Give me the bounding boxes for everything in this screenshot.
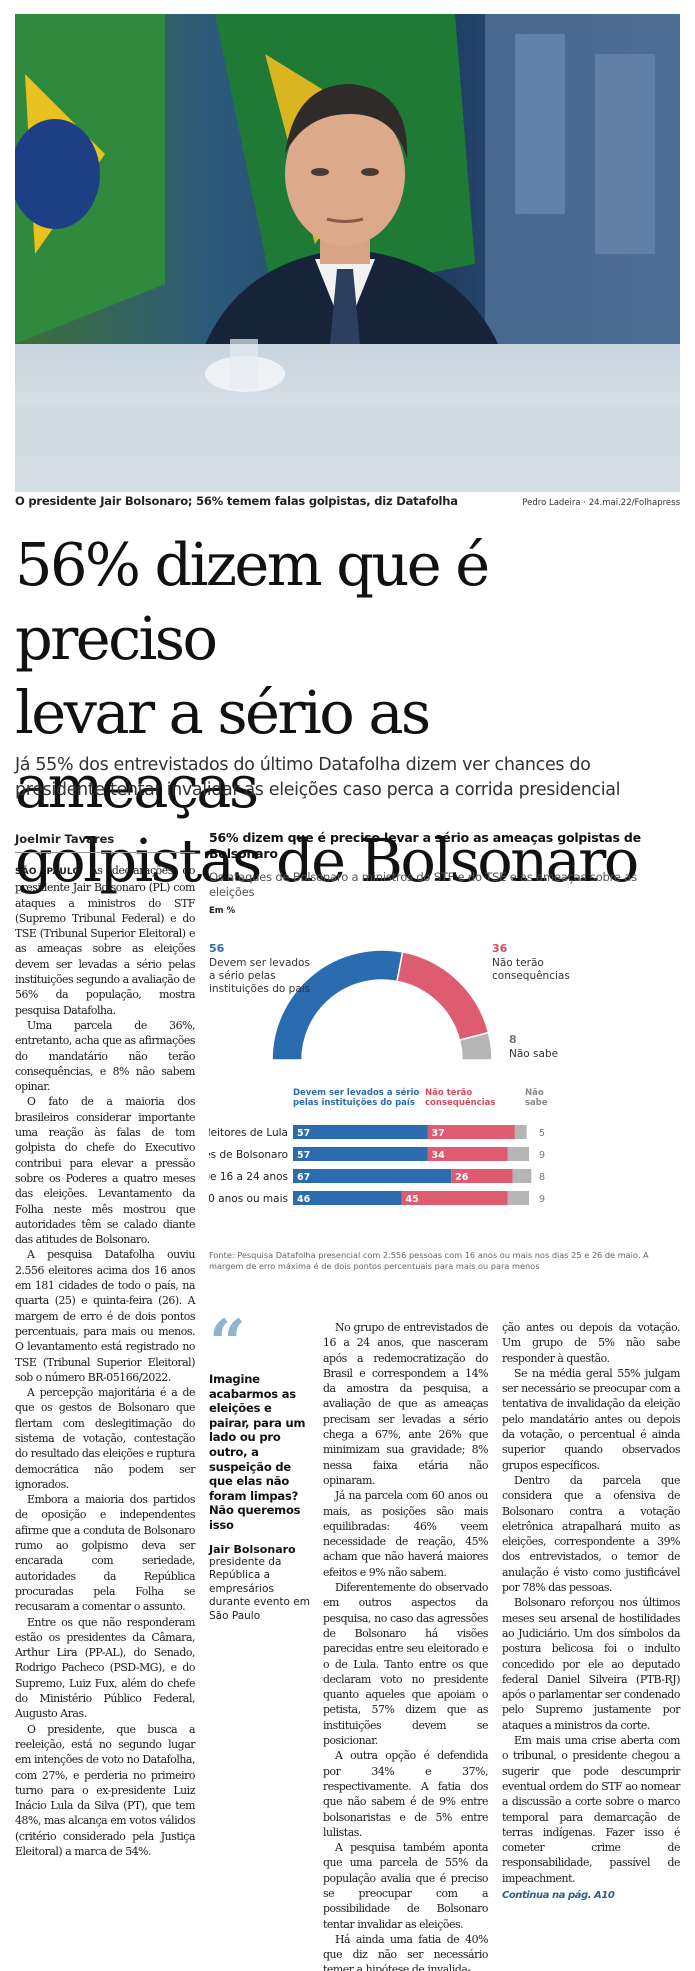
bar-value-label: 26 <box>455 1172 469 1183</box>
bar-segment <box>293 1125 428 1139</box>
paragraph: A pesquisa também aponta que uma parcela… <box>323 1841 488 1931</box>
bar-category-label: De 16 a 24 anos <box>209 1171 288 1183</box>
paragraph: Dentro da parcela que considera que a of… <box>502 1473 680 1595</box>
dateline: SÃO PAULO <box>15 867 81 877</box>
donut-category-label: Devem ser levados <box>209 957 310 969</box>
subheadline: Já 55% dos entrevistados do último Dataf… <box>15 755 621 800</box>
photo-caption: O presidente Jair Bolsonaro; 56% temem f… <box>15 494 458 508</box>
bar-category-label: Entre eleitores de Lula <box>209 1127 288 1139</box>
donut-value-label: 36 <box>492 942 508 955</box>
bar-segment <box>427 1125 515 1139</box>
bar-value-label: 45 <box>406 1194 419 1205</box>
bar-segment <box>512 1169 532 1183</box>
byline: Joelmir Tavares <box>15 832 195 853</box>
quote-text: Imagine acabarmos as eleições e pairar, … <box>209 1372 306 1532</box>
article-column-middle: No grupo de entrevistados de 16 a 24 ano… <box>323 1320 488 1971</box>
paragraph: Se na média geral 55% julgam ser necessá… <box>502 1366 680 1472</box>
article-body-left: SÃO PAULO As declarações do presidente J… <box>15 863 195 1859</box>
bar-segment <box>427 1147 508 1161</box>
donut-value-label: 56 <box>209 942 225 955</box>
headline: 56% dizem que é preciso levar a sério as… <box>15 528 685 898</box>
donut-category-label: Não terão <box>492 957 544 969</box>
donut-category-label: instituições do país <box>209 983 310 995</box>
quote-author: Jair Bolsonaro <box>209 1542 296 1556</box>
bar-legend-label: consequências <box>425 1097 495 1108</box>
donut-category-label: consequências <box>492 970 570 982</box>
news-photo <box>15 14 680 492</box>
paragraph: SÃO PAULO As declarações do presidente J… <box>15 863 195 1018</box>
bar-segment <box>401 1191 508 1205</box>
headline-line-1: 56% dizem que é preciso <box>15 530 490 673</box>
bar-legend-label: Não <box>525 1088 544 1098</box>
paragraph: Uma parcela de 36%, entretanto, acha que… <box>15 1018 195 1094</box>
bar-legend-label: Não terão <box>425 1088 472 1098</box>
paragraph: A outra opção é defendida por 34% e 37%,… <box>323 1749 488 1839</box>
photo-credit: Pedro Ladeira · 24.mai.22/Folhapress <box>522 498 680 508</box>
donut-category-label: a sério pelas <box>209 970 276 982</box>
donut-category-label: Não sabe <box>509 1048 558 1060</box>
bar-value-label: 9 <box>539 1194 545 1205</box>
bar-value-label: 67 <box>297 1172 310 1183</box>
bar-segment <box>293 1191 402 1205</box>
paragraph: Diferentemente do observado em outros as… <box>323 1581 488 1748</box>
headline-line-3: golpistas de Bolsonaro <box>15 826 639 895</box>
paragraph: Já na parcela com 60 anos ou mais, as po… <box>323 1489 488 1579</box>
paragraph-text: As declarações do presidente Jair Bolson… <box>15 864 195 1017</box>
donut-value-label: 8 <box>509 1033 517 1046</box>
bar-value-label: 9 <box>539 1150 545 1161</box>
chart-source: Fonte: Pesquisa Datafolha presencial com… <box>209 1250 649 1271</box>
bar-category-label: 60 anos ou mais <box>209 1193 288 1205</box>
bar-value-label: 34 <box>432 1150 446 1161</box>
bar-value-label: 46 <box>297 1194 311 1205</box>
bar-value-label: 57 <box>297 1150 310 1161</box>
photo-caption-bar: O presidente Jair Bolsonaro; 56% temem f… <box>15 494 680 516</box>
pull-quote: “ Imagine acabarmos as eleições e pairar… <box>209 1306 314 1623</box>
bar-legend-label: pelas instituições do país <box>293 1098 415 1108</box>
paragraph: ção antes ou depois da votação. Um grupo… <box>502 1321 680 1365</box>
bar-value-label: 57 <box>297 1128 310 1139</box>
quote-role: presidente da República a empresários du… <box>209 1555 310 1622</box>
bar-value-label: 5 <box>539 1128 545 1139</box>
donut-slice <box>396 951 490 1042</box>
bar-segment <box>293 1169 452 1183</box>
article-column-left: Joelmir Tavares SÃO PAULO As declarações… <box>15 832 195 1859</box>
bar-segment <box>514 1125 527 1139</box>
donut-slice <box>458 1031 493 1061</box>
bar-value-label: 8 <box>539 1172 545 1183</box>
article-column-right: ção antes ou depois da votação. Um grupo… <box>502 1320 680 1903</box>
quote-mark-icon: “ <box>209 1306 246 1381</box>
chart-unit: Em % <box>209 906 236 916</box>
headline-line-2: levar a sério as ameaças <box>15 678 431 821</box>
paragraph: A pesquisa Datafolha ouviu 2.556 eleitor… <box>15 1248 195 1384</box>
paragraph: Há ainda uma fatia de 40% que diz não se… <box>323 1932 488 1971</box>
chart-subtitle: Os ataques de Bolsonaro a ministros do S… <box>209 870 637 899</box>
bar-segment <box>507 1147 529 1161</box>
bar-segment <box>507 1191 529 1205</box>
bar-category-label: Entre eleitores de Bolsonaro <box>209 1149 288 1161</box>
bar-legend-label: sabe <box>525 1098 548 1108</box>
continue-link[interactable]: Continua na pág. A10 <box>502 1889 615 1901</box>
paragraph: No grupo de entrevistados de 16 a 24 ano… <box>323 1321 488 1487</box>
paragraph: A percepção majoritária é a de que os ge… <box>15 1386 195 1491</box>
paragraph: Em mais uma crise aberta com o tribunal,… <box>502 1734 680 1885</box>
bar-value-label: 37 <box>432 1128 445 1139</box>
bolsonaro-photo <box>15 14 680 492</box>
bar-legend-label: Devem ser levados a sério <box>293 1087 419 1098</box>
bar-segment <box>451 1169 513 1183</box>
chart-title: 56% dizem que é preciso levar a sério as… <box>209 830 641 861</box>
paragraph: O fato de a maioria dos brasileiros cons… <box>15 1095 195 1247</box>
bar-segment <box>293 1147 428 1161</box>
paragraph: O presidente, que busca a reeleição, est… <box>15 1722 195 1858</box>
paragraph: Bolsonaro reforçou nos últimos meses seu… <box>502 1596 680 1732</box>
paragraph: Entre os que não responderam estão os pr… <box>15 1615 195 1721</box>
infographic: 56% dizem que é preciso levar a sério as… <box>209 830 679 1290</box>
paragraph: Embora a maioria dos partidos de oposiçã… <box>15 1493 195 1614</box>
